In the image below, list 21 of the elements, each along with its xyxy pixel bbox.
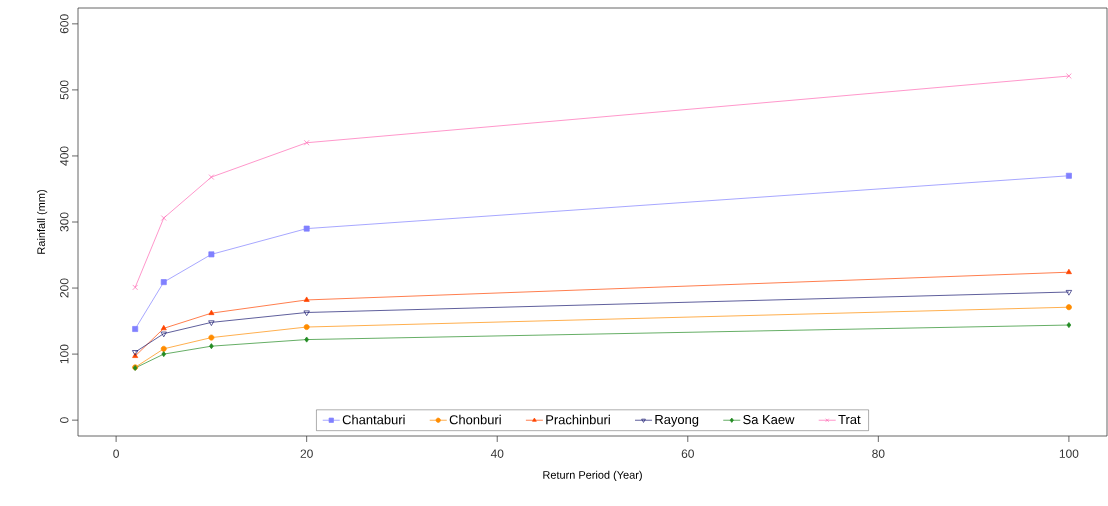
x-tick-label: 60 <box>681 449 694 458</box>
y-tick-label: 200 <box>60 278 69 298</box>
legend-label: Chantaburi <box>342 414 405 425</box>
legend-label: Chonburi <box>449 414 501 425</box>
x-tick-label: 80 <box>872 449 885 458</box>
y-axis-title: Rainfall (mm) <box>37 190 48 254</box>
legend-label: Prachinburi <box>546 414 610 425</box>
y-tick-label: 0 <box>60 417 69 423</box>
y-tick-label: 600 <box>60 14 69 34</box>
x-tick-label: 40 <box>490 449 504 458</box>
x-axis-title: Return Period (Year) <box>543 470 642 481</box>
x-tick-label: 100 <box>1059 449 1079 458</box>
y-tick-label: 100 <box>60 344 69 364</box>
x-tick-label: 0 <box>113 449 119 458</box>
x-tick-label: 20 <box>300 449 313 458</box>
legend-label: Rayong <box>655 415 699 427</box>
y-tick-label: 300 <box>60 212 69 232</box>
y-tick-label: 400 <box>60 146 69 166</box>
legend-label: Trat <box>838 415 861 425</box>
legend-label: Sa Kaew <box>743 414 795 425</box>
y-tick-label: 500 <box>60 80 69 100</box>
